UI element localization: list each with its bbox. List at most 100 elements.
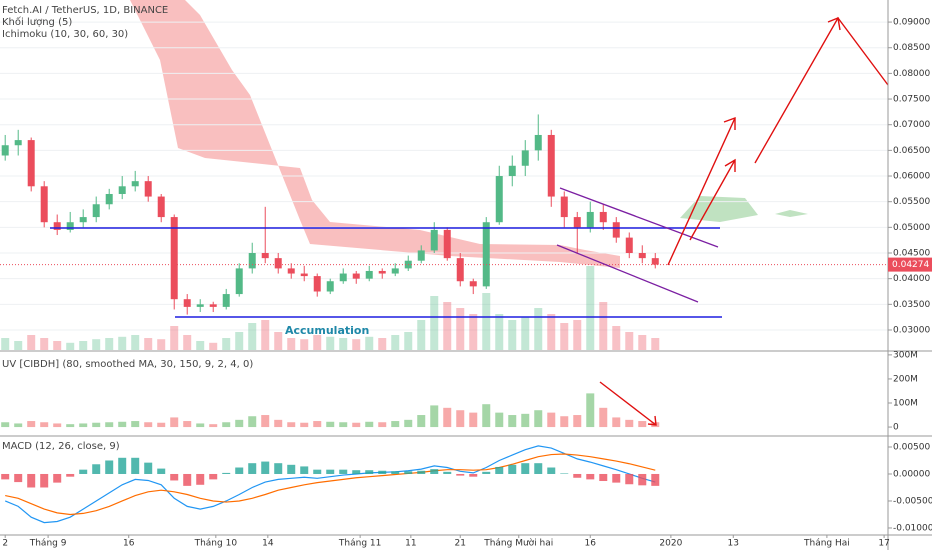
- macd-histogram-bar: [144, 462, 153, 474]
- x-tick-label: Tháng 11: [338, 539, 381, 549]
- candle-body: [443, 229, 451, 259]
- uv-bar: [456, 410, 465, 428]
- candle-body: [417, 250, 425, 261]
- uv-bar: [79, 423, 88, 428]
- macd-histogram-bar: [209, 473, 218, 480]
- arrow-head: [723, 117, 736, 130]
- macd-histogram-bar: [456, 473, 465, 476]
- uv-bar: [157, 422, 166, 428]
- candle-body: [157, 196, 165, 218]
- y-tick-label: 0.03500: [893, 300, 930, 310]
- candle-body: [287, 268, 295, 274]
- macd-histogram-bar: [14, 473, 23, 483]
- macd-histogram-bar: [248, 463, 257, 474]
- x-tick-label: 14: [262, 539, 274, 549]
- macd-histogram-bar: [638, 473, 647, 486]
- x-tick-label: 16: [123, 539, 135, 549]
- uv-bar: [313, 421, 322, 428]
- candle-body: [79, 217, 87, 223]
- y-tick-label: 0.08000: [893, 69, 930, 79]
- macd-histogram-bar: [196, 473, 205, 485]
- volume-bar: [638, 335, 647, 350]
- indicator-legend: Khối lượng (5): [2, 16, 72, 28]
- y-tick-label: 0.08500: [893, 43, 930, 53]
- y-tick-label: 0.00500: [893, 442, 930, 452]
- x-tick-label: 16: [585, 539, 597, 549]
- candle-body: [14, 140, 22, 146]
- volume-bar: [27, 335, 36, 350]
- volume-bar: [495, 314, 504, 350]
- candle-body: [534, 134, 542, 151]
- candle-body: [352, 273, 360, 279]
- candle-body: [131, 181, 139, 187]
- candle-body: [105, 193, 113, 205]
- volume-bar: [157, 339, 166, 350]
- candle-body: [469, 281, 477, 287]
- uv-bar: [508, 415, 517, 428]
- macd-histogram-bar: [183, 473, 192, 486]
- candle-body: [391, 268, 399, 274]
- volume-bar: [131, 335, 140, 350]
- arrow-head: [724, 158, 736, 172]
- volume-bar: [66, 342, 75, 350]
- uv-bar: [53, 423, 62, 428]
- volume-bar: [105, 338, 114, 350]
- volume-bar: [573, 320, 582, 350]
- uv-bar: [378, 422, 387, 428]
- macd-histogram-bar: [430, 469, 439, 474]
- candle-body: [40, 186, 48, 223]
- macd-histogram-bar: [573, 473, 582, 478]
- x-tick-label: 2020: [659, 539, 682, 549]
- volume-bar: [261, 320, 270, 350]
- candle-body: [482, 222, 490, 287]
- candle-body: [313, 276, 321, 292]
- macd-histogram-bar: [131, 457, 140, 474]
- macd-histogram-bar: [521, 463, 530, 474]
- macd-histogram-bar: [79, 469, 88, 474]
- uv-bar: [638, 421, 647, 428]
- uv-arrow: [599, 381, 657, 426]
- uv-bar: [469, 412, 478, 428]
- future-cloud: [775, 210, 808, 217]
- uv-bar: [391, 421, 400, 428]
- uv-legend: UV [CIBDH] (80, smoothed MA, 30, 150, 9,…: [2, 359, 253, 370]
- macd-histogram-bar: [339, 469, 348, 474]
- macd-histogram-bar: [599, 473, 608, 482]
- macd-histogram-bar: [378, 470, 387, 474]
- annotation: Accumulation: [285, 324, 369, 337]
- uv-bar: [144, 422, 153, 428]
- uv-bar: [248, 416, 257, 428]
- candle-body: [339, 273, 347, 282]
- macd-histogram-bar: [625, 473, 634, 485]
- volume-bar: [144, 338, 153, 350]
- uv-bar: [573, 415, 582, 428]
- uv-bar: [66, 424, 75, 428]
- y-tick-label: 0.03000: [893, 325, 930, 335]
- candle-body: [248, 253, 256, 269]
- y-tick-label: 0.00000: [893, 469, 930, 479]
- macd-histogram-bar: [482, 471, 491, 474]
- uv-bar: [196, 423, 205, 428]
- volume-bar: [287, 338, 296, 350]
- volume-bar: [53, 341, 62, 350]
- volume-bar: [469, 314, 478, 350]
- macd-histogram-bar: [443, 471, 452, 474]
- macd-histogram-bar: [469, 473, 478, 477]
- volume-bar: [79, 341, 88, 350]
- x-tick-label: 17: [878, 539, 889, 549]
- candle-body: [261, 253, 269, 259]
- uv-bar: [261, 415, 270, 428]
- y-tick-label: 0.06500: [893, 146, 930, 156]
- arrow-head: [647, 415, 657, 426]
- uv-bar: [625, 419, 634, 428]
- volume-bar: [14, 341, 23, 350]
- uv-bar: [118, 421, 127, 428]
- candle-body: [651, 258, 659, 265]
- uv-bar: [599, 407, 608, 428]
- uv-bar: [1, 422, 10, 428]
- candle-body: [1, 145, 9, 156]
- candle-body: [521, 150, 529, 166]
- uv-bar: [40, 422, 49, 428]
- macd-histogram-bar: [404, 471, 413, 474]
- uv-bar: [352, 422, 361, 428]
